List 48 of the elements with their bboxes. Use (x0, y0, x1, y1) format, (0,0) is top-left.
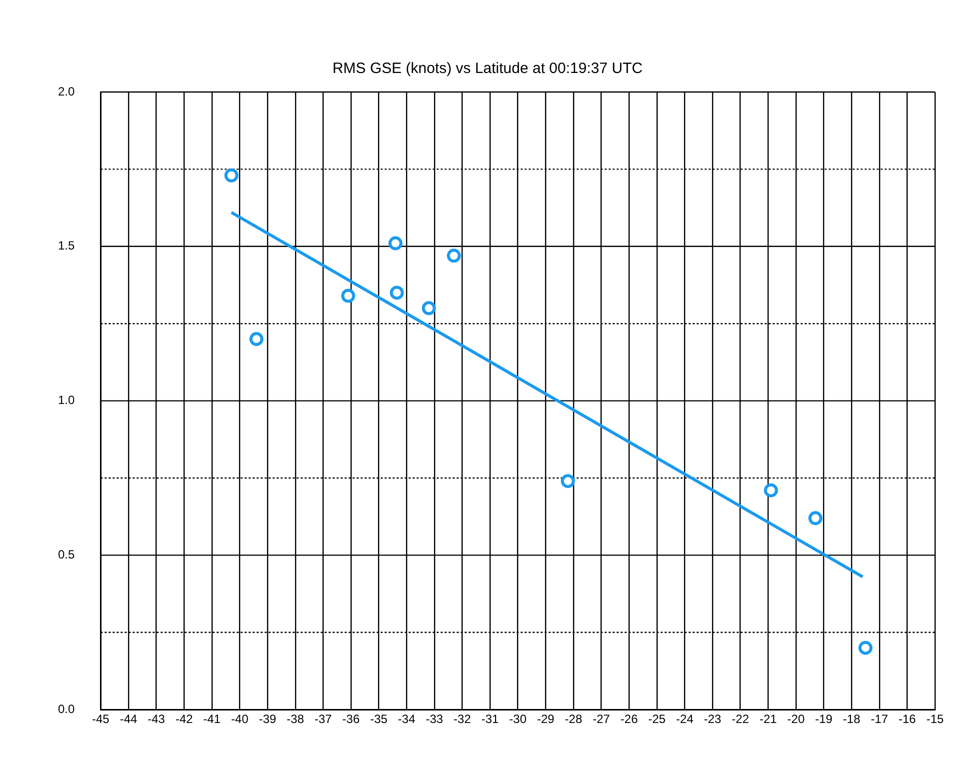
x-tick-label: -24 (676, 712, 694, 726)
point (422, 301, 436, 316)
x-tick-label: -21 (759, 712, 778, 726)
x-tick-label: -15 (926, 712, 944, 726)
x-tick-label: -42 (175, 712, 194, 726)
y-tick-label: 1.0 (58, 393, 75, 408)
x-tick-label: -20 (787, 712, 805, 726)
x-tick-label: -41 (203, 712, 221, 726)
x-tick-label: -39 (258, 712, 277, 726)
point (446, 248, 461, 263)
point (764, 483, 778, 498)
point (858, 640, 872, 655)
point (341, 288, 356, 303)
x-tick-label: -35 (370, 712, 388, 726)
x-tick-label: -27 (592, 712, 610, 726)
y-tick-label: 1.5 (58, 238, 75, 253)
point (388, 236, 402, 250)
y-tick-label: 2.0 (58, 84, 75, 98)
x-tick-label: -25 (648, 712, 666, 726)
x-tick-label: -29 (536, 712, 555, 726)
x-tick-label: -22 (732, 712, 750, 726)
point (808, 511, 822, 526)
x-tick-label: -37 (314, 712, 332, 726)
x-tick-label: -40 (231, 712, 249, 726)
y-tick-label: 0.5 (58, 548, 75, 562)
x-tick-label: -33 (426, 712, 444, 726)
point (224, 168, 238, 182)
x-tick-label: -23 (704, 712, 722, 726)
x-tick-label: -31 (481, 712, 500, 726)
x-tick-label: -16 (898, 712, 916, 726)
x-tick-label: -43 (148, 712, 166, 726)
point (249, 332, 264, 346)
point (560, 474, 575, 488)
x-tick-label: -17 (870, 712, 888, 726)
x-tick-label: -18 (842, 712, 861, 726)
x-tick-label: -45 (92, 712, 110, 726)
x-tick-label: -19 (815, 712, 833, 726)
x-tick-label: -28 (564, 712, 582, 726)
x-tick-label: -44 (120, 712, 138, 726)
chart-title: RMS GSE (knots) vs Latitude at 00:19:37 UTC (332, 60, 643, 78)
x-tick-label: -34 (398, 712, 416, 726)
x-tick-label: -26 (620, 712, 638, 726)
x-tick-label: -36 (342, 712, 360, 726)
point (390, 286, 404, 300)
x-tick-label: -38 (286, 712, 304, 726)
y-tick-label: 0.0 (58, 702, 75, 716)
x-tick-label: -30 (509, 712, 527, 726)
x-tick-label: -32 (454, 712, 472, 726)
